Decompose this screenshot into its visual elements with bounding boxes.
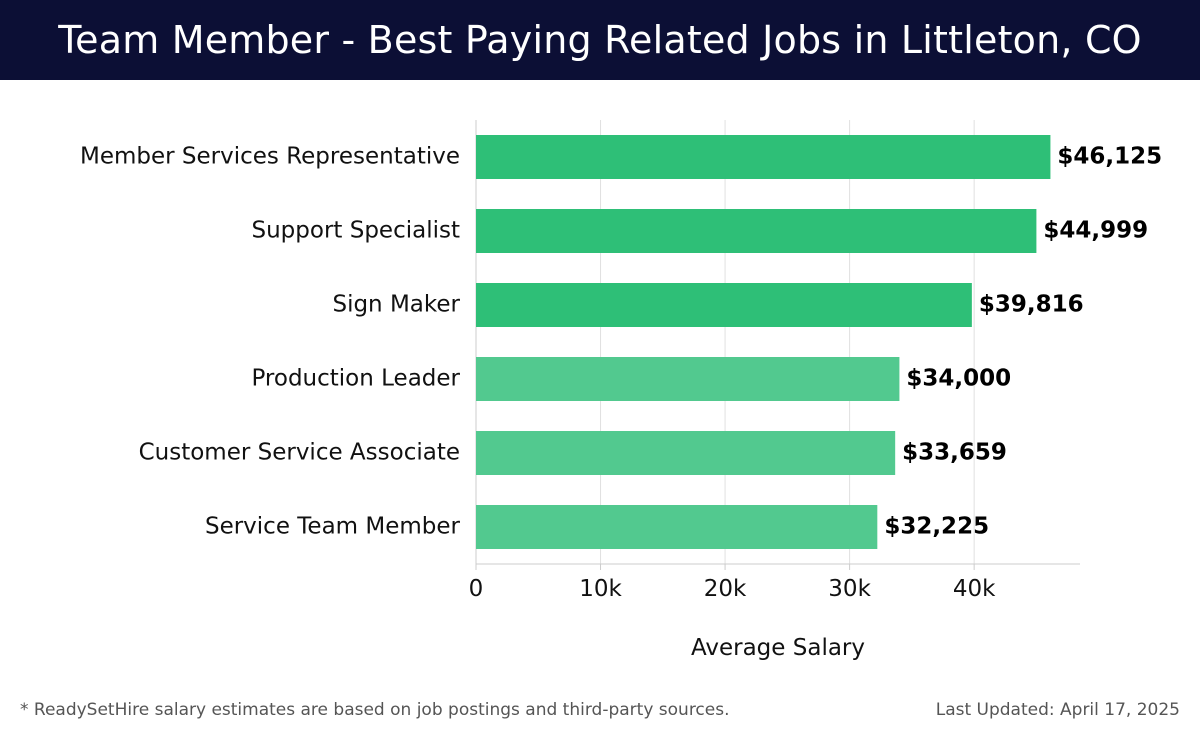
category-label-3: Sign Maker: [332, 292, 460, 318]
category-label-1: Member Services Representative: [80, 144, 460, 170]
page-title: Team Member - Best Paying Related Jobs i…: [58, 18, 1142, 62]
value-label-5: $33,659: [902, 440, 1007, 466]
bar-1: [476, 135, 1051, 179]
salary-bar-chart: Member Services Representative $46,125 Sup…: [80, 120, 1162, 661]
x-tick-label-2: 20k: [704, 576, 747, 602]
value-label-2: $44,999: [1043, 218, 1148, 244]
bar-3: [476, 283, 972, 327]
x-tick-label-3: 30k: [828, 576, 871, 602]
value-label-3: $39,816: [979, 292, 1084, 318]
category-label-6: Service Team Member: [205, 514, 461, 540]
bar-2: [476, 209, 1037, 253]
bar-4: [476, 357, 900, 401]
footer: * ReadySetHire salary estimates are base…: [20, 700, 1180, 720]
value-label-4: $34,000: [906, 366, 1011, 392]
value-label-1: $46,125: [1057, 144, 1162, 170]
value-label-6: $32,225: [884, 514, 989, 540]
category-label-4: Production Leader: [251, 366, 460, 392]
category-label-5: Customer Service Associate: [139, 440, 460, 466]
footer-note: * ReadySetHire salary estimates are base…: [20, 700, 730, 720]
x-tick-label-1: 10k: [579, 576, 622, 602]
title-bar: Team Member - Best Paying Related Jobs i…: [0, 0, 1200, 80]
x-tick-label-0: 0: [469, 576, 484, 602]
bar-6: [476, 505, 878, 549]
category-label-2: Support Specialist: [252, 218, 461, 244]
x-tick-label-4: 40k: [953, 576, 996, 602]
bar-5: [476, 431, 896, 475]
last-updated: Last Updated: April 17, 2025: [935, 700, 1180, 720]
x-axis-title: Average Salary: [691, 635, 865, 661]
